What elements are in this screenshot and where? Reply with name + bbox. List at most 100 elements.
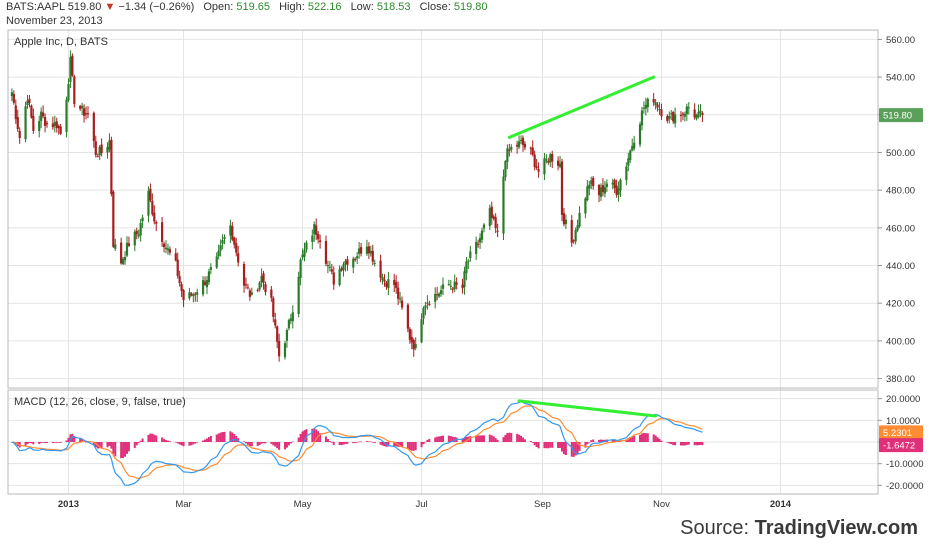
macd-line [11,401,703,486]
candle [369,250,372,254]
candle [161,222,164,242]
candle [697,111,700,117]
histogram-bar [303,430,306,442]
candle [502,176,505,234]
histogram-bar [313,428,316,442]
candle [285,330,289,341]
candle [354,258,357,260]
candle [395,282,398,288]
histogram-bar [338,442,341,445]
histogram-bar [672,442,675,446]
candle [436,294,439,296]
histogram-bar [360,441,363,443]
histogram-bar [518,434,521,442]
histogram-bar [250,442,253,447]
low-label: Low: [350,1,374,13]
histogram-bar [559,442,562,448]
candle [679,114,683,116]
histogram-bar [209,435,212,442]
histogram-bar [28,442,31,443]
candle [319,240,322,242]
candle [346,259,349,265]
histogram-bar [564,442,567,456]
histogram-bar [494,438,497,442]
candle [564,219,567,225]
price-change: −1.34 (−0.26%) [118,1,195,13]
candle [190,293,193,296]
candle [92,112,95,142]
histogram-bar [44,442,47,444]
candle [638,124,642,145]
histogram-bar [174,441,177,443]
candle [668,115,671,119]
candle [258,282,261,290]
histogram-bar [461,438,464,442]
candle [475,242,478,254]
candle [18,130,21,139]
source-credit: Source: TradingView.com [680,517,918,540]
histogram-bar [601,439,604,442]
chart-header: BATS:AAPL 519.80 ▼ −1.34 (−0.26%) Open: … [6,0,488,28]
candle [508,149,511,151]
price-trend-line [507,75,656,139]
candle [447,284,450,286]
candle [313,224,316,235]
x-tick-label: May [294,499,312,510]
candle [455,282,458,285]
histogram-bar [194,442,197,444]
candle [344,260,347,265]
histogram-bar [697,442,700,446]
histogram-bar [508,432,511,442]
histogram-bar [465,436,468,442]
candle [521,137,525,145]
candle [84,113,88,115]
open-value: 519.65 [236,1,271,13]
candle [420,319,423,343]
histogram-bar [262,442,265,444]
candle [278,341,281,357]
candle [385,282,388,287]
candle [656,104,659,108]
histogram-bar [549,442,552,448]
down-arrow-icon: ▼ [104,1,116,13]
candle [192,294,195,297]
candle [558,163,562,167]
tradingview-brand[interactable]: TradingView.com [754,517,918,539]
stock-chart[interactable]: 560.00540.00520.00500.00480.00460.00440.… [0,0,932,515]
candle [523,143,527,148]
candle [42,112,45,117]
histogram-bar [108,442,111,446]
candle [358,248,361,254]
histogram-bar [326,439,329,442]
candle [81,105,84,109]
candle [260,275,263,283]
histogram-bar [285,442,288,448]
candle [283,343,287,358]
histogram-bar [562,442,565,455]
candle [693,109,696,118]
histogram-bar [135,442,138,446]
candle [533,154,536,167]
histogram-bar [523,439,526,442]
candle [687,107,690,109]
candle [619,179,622,191]
histogram-bar [235,435,238,442]
histogram-bar [449,436,452,442]
candle [599,187,603,197]
x-tick-label: Jul [415,499,427,510]
histogram-bar [533,442,536,446]
candle [201,280,205,295]
candle [166,248,170,251]
candle [605,183,608,187]
candle [477,243,480,245]
histogram-bar [110,442,113,449]
histogram-bar [287,442,290,446]
candle [615,185,618,195]
candle [96,156,99,158]
candles [10,50,704,362]
candle [398,298,402,300]
histogram-bar [521,437,524,442]
candle [264,284,267,293]
candle [400,300,404,308]
histogram-bar [40,442,43,444]
